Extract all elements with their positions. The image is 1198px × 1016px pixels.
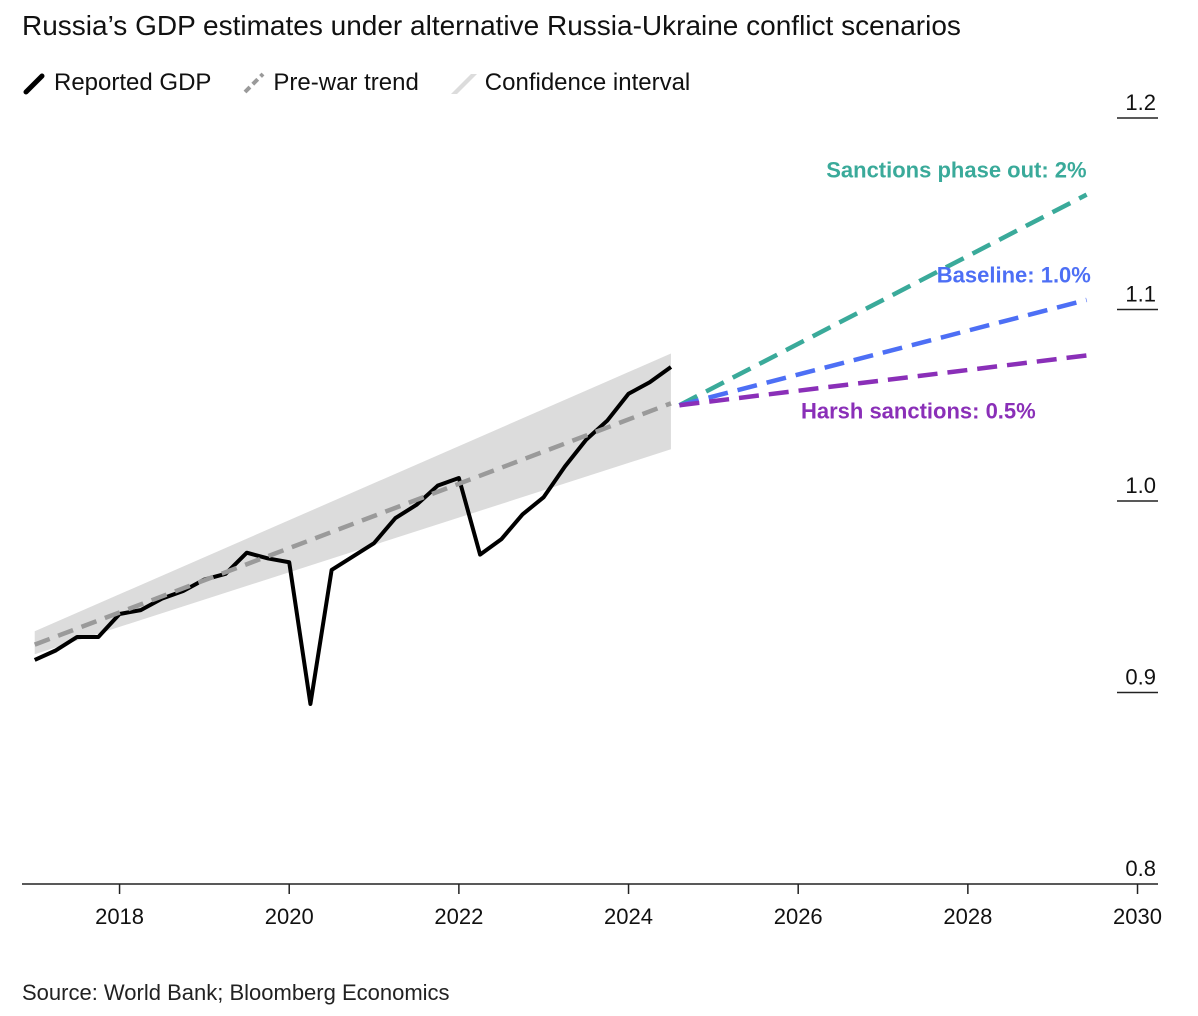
legend-item-trend: Pre-war trend — [241, 69, 419, 97]
legend-item-reported: Reported GDP — [22, 69, 211, 97]
y-tick-label: 1.1 — [1125, 282, 1156, 307]
reported-swatch-icon — [23, 73, 45, 95]
x-tick-label: 2028 — [943, 904, 992, 929]
chart-title: Russia’s GDP estimates under alternative… — [22, 10, 961, 41]
y-tick-label: 0.8 — [1125, 856, 1156, 881]
x-tick-label: 2020 — [265, 904, 314, 929]
pre-war-trend-line — [33, 401, 672, 647]
sanctions-phase-out-line — [678, 192, 1088, 408]
x-tick-label: 2030 — [1113, 904, 1162, 929]
source-note: Source: World Bank; Bloomberg Economics — [22, 980, 450, 1005]
x-tick-label: 2022 — [434, 904, 483, 929]
legend-label-trend: Pre-war trend — [273, 69, 419, 96]
scenario-label: Harsh sanctions: 0.5% — [801, 399, 1036, 424]
baseline-line — [678, 297, 1088, 408]
x-tick-label: 2018 — [95, 904, 144, 929]
x-tick-label: 2024 — [604, 904, 653, 929]
reported-gdp-line — [33, 365, 673, 706]
y-tick-label: 1.0 — [1125, 473, 1156, 498]
scenario-label: Sanctions phase out: 2% — [826, 157, 1086, 182]
legend: Reported GDP Pre-war trend Confidence in… — [22, 66, 720, 100]
legend-label-reported: Reported GDP — [54, 69, 212, 96]
ci-swatch-icon — [450, 74, 477, 94]
trend-swatch-icon — [243, 72, 265, 94]
x-tick-label: 2026 — [774, 904, 823, 929]
legend-item-ci: Confidence interval — [449, 69, 690, 97]
confidence-interval-band — [34, 353, 671, 655]
harsh-sanctions-line — [679, 353, 1087, 408]
scenario-label: Baseline: 1.0% — [937, 263, 1091, 288]
legend-label-ci: Confidence interval — [484, 69, 691, 96]
y-tick-label: 1.2 — [1125, 90, 1156, 115]
y-tick-label: 0.9 — [1125, 665, 1156, 690]
